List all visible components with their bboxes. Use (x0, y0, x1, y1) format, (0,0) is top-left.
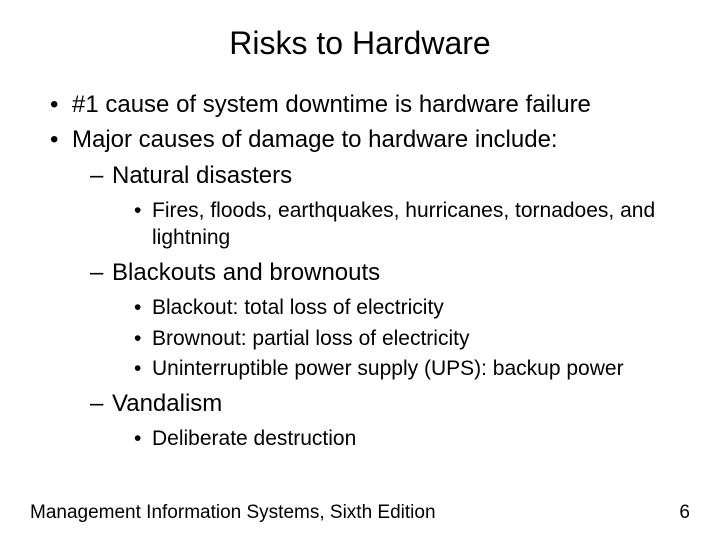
footer-left: Management Information Systems, Sixth Ed… (30, 502, 436, 524)
bullet-lvl3: Fires, floods, earthquakes, hurricanes, … (134, 198, 690, 252)
bullet-text: Natural disasters (112, 162, 292, 189)
bullet-text: Fires, floods, earthquakes, hurricanes, … (152, 199, 655, 249)
bullet-text: #1 cause of system downtime is hardware … (72, 91, 591, 118)
bullet-list: #1 cause of system downtime is hardware … (30, 90, 690, 453)
bullet-lvl1: #1 cause of system downtime is hardware … (50, 90, 690, 121)
bullet-text: Major causes of damage to hardware inclu… (72, 126, 558, 153)
bullet-subsublist: Blackout: total loss of electricity Brow… (112, 295, 690, 384)
bullet-lvl3: Blackout: total loss of electricity (134, 295, 690, 322)
bullet-lvl2: Vandalism Deliberate destruction (90, 389, 690, 453)
bullet-lvl2: Natural disasters Fires, floods, earthqu… (90, 161, 690, 251)
bullet-text: : total loss of electricity (233, 296, 444, 319)
bullet-lvl3: Brownout: partial loss of electricity (134, 326, 690, 353)
bullet-subsublist: Fires, floods, earthquakes, hurricanes, … (112, 198, 690, 252)
bullet-text: Deliberate destruction (152, 427, 356, 450)
slide: Risks to Hardware #1 cause of system dow… (0, 0, 720, 540)
bold-term: Blackout (152, 296, 233, 319)
bullet-sublist: Natural disasters Fires, floods, earthqu… (72, 161, 690, 452)
bullet-text: Vandalism (112, 390, 222, 417)
slide-title: Risks to Hardware (30, 25, 690, 62)
bullet-lvl1: Major causes of damage to hardware inclu… (50, 125, 690, 453)
bullet-text: : backup power (481, 357, 623, 380)
bullet-lvl3: Uninterruptible power supply (UPS): back… (134, 356, 690, 383)
footer-page-number: 6 (679, 502, 690, 524)
bullet-lvl2: Blackouts and brownouts Blackout: total … (90, 258, 690, 383)
bullet-subsublist: Deliberate destruction (112, 426, 690, 453)
bullet-text: : partial loss of electricity (241, 327, 470, 350)
slide-footer: Management Information Systems, Sixth Ed… (30, 502, 690, 524)
bullet-lvl3: Deliberate destruction (134, 426, 690, 453)
bullet-text: Blackouts and brownouts (112, 259, 380, 286)
bold-term: Brownout (152, 327, 241, 350)
bold-term: Uninterruptible power supply (UPS) (152, 357, 481, 380)
